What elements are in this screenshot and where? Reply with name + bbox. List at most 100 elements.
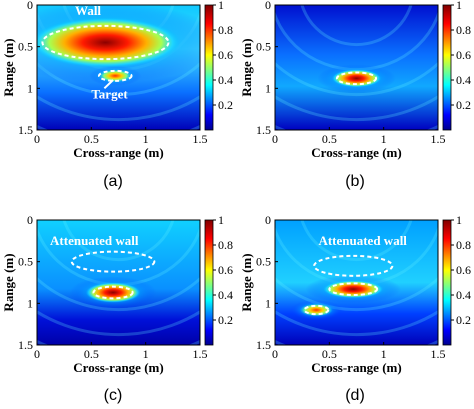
panel-caption: (d) xyxy=(345,387,365,404)
fringe-arc xyxy=(37,95,200,122)
fringe-arc xyxy=(37,276,200,312)
panel-caption: (c) xyxy=(104,387,123,404)
x-tick-label: 1.5 xyxy=(193,347,208,361)
y-tick-label: 0.5 xyxy=(256,40,271,54)
x-tick-label: 0 xyxy=(34,132,40,146)
colorbar xyxy=(204,4,214,131)
colorbar-tick-label: 0.2 xyxy=(218,98,233,112)
colorbar-tick-label: 0.2 xyxy=(218,313,233,327)
dashed-ellipse xyxy=(335,71,378,86)
y-tick-label: 0.5 xyxy=(256,255,271,269)
colorbar-tick-label: 0.6 xyxy=(456,263,471,277)
heatmap xyxy=(275,220,438,345)
fringe-arc xyxy=(275,61,438,97)
x-axis-label: Cross-range (m) xyxy=(73,145,163,160)
dashed-ellipse xyxy=(303,304,330,316)
dashed-ellipse xyxy=(328,282,379,296)
heatmap xyxy=(37,220,200,345)
fringe-arc xyxy=(62,220,175,262)
x-axis-label: Cross-range (m) xyxy=(73,360,163,375)
heatmap xyxy=(37,5,200,130)
y-axis-label: Range (m) xyxy=(239,38,254,96)
fringe-arc xyxy=(275,95,438,122)
x-tick-label: 0.5 xyxy=(84,132,99,146)
y-tick-label: 0.5 xyxy=(18,255,33,269)
y-axis-label: Range (m) xyxy=(1,38,16,96)
colorbar-tick-label: 1 xyxy=(218,0,224,12)
colorbar xyxy=(442,219,452,346)
colorbar-tick-label: 0.4 xyxy=(456,73,471,87)
annotation-label: Attenuated wall xyxy=(318,233,407,248)
x-axis-label: Cross-range (m) xyxy=(311,360,401,375)
x-axis-label: Cross-range (m) xyxy=(311,145,401,160)
colorbar-tick-label: 0.4 xyxy=(218,73,233,87)
x-tick-label: 1 xyxy=(143,347,149,361)
colorbar-tick-label: 0.4 xyxy=(456,288,471,302)
colorbar-tick-label: 0.6 xyxy=(218,48,233,62)
colorbar-tick-label: 0.2 xyxy=(456,313,471,327)
intensity-blob xyxy=(323,280,384,298)
x-tick-label: 0 xyxy=(34,347,40,361)
y-tick-label: 1 xyxy=(265,296,271,310)
y-tick-label: 1.5 xyxy=(18,123,33,137)
plot-frame xyxy=(36,4,201,131)
arrow-icon xyxy=(103,79,114,90)
dashed-ellipse xyxy=(70,250,156,273)
y-tick-label: 1 xyxy=(27,296,33,310)
colorbar-tick-label: 0.8 xyxy=(456,23,471,37)
y-tick-label: 0 xyxy=(27,213,33,227)
colorbar-tick-label: 0.8 xyxy=(218,23,233,37)
y-tick-label: 1 xyxy=(27,81,33,95)
fringe-arc xyxy=(300,220,413,262)
x-tick-label: 1 xyxy=(381,347,387,361)
x-tick-label: 0.5 xyxy=(84,347,99,361)
x-tick-label: 0 xyxy=(272,132,278,146)
colorbar-tick-label: 0.2 xyxy=(456,98,471,112)
y-tick-label: 1.5 xyxy=(256,338,271,352)
x-tick-label: 1.5 xyxy=(431,347,446,361)
x-tick-label: 1.5 xyxy=(431,132,446,146)
dashed-ellipse xyxy=(92,285,134,300)
fringe-arc xyxy=(37,61,200,97)
colorbar-tick-label: 0.6 xyxy=(456,48,471,62)
y-tick-label: 0 xyxy=(265,0,271,12)
dashed-ellipse xyxy=(97,69,133,82)
x-tick-label: 0.5 xyxy=(322,347,337,361)
intensity-blob xyxy=(98,69,132,83)
colorbar-tick-label: 0.4 xyxy=(218,288,233,302)
x-tick-label: 1 xyxy=(143,132,149,146)
plot-frame xyxy=(36,219,201,346)
y-tick-label: 0.5 xyxy=(18,40,33,54)
fringe-arc xyxy=(275,310,438,337)
x-tick-label: 1 xyxy=(381,132,387,146)
fringe-arc xyxy=(37,310,200,337)
annotation-label: Wall xyxy=(75,3,101,18)
y-axis-label: Range (m) xyxy=(1,253,16,311)
y-tick-label: 1.5 xyxy=(18,338,33,352)
plot-frame xyxy=(274,4,439,131)
colorbar-tick-label: 1 xyxy=(456,213,462,227)
fringe-arc xyxy=(300,5,413,47)
annotation-label: Attenuated wall xyxy=(50,233,139,248)
colorbar-tick-label: 0.8 xyxy=(456,238,471,252)
y-tick-label: 0 xyxy=(265,213,271,227)
annotation-label: Target xyxy=(91,86,128,101)
colorbar-tick-label: 1 xyxy=(456,0,462,12)
dashed-ellipse xyxy=(41,24,170,61)
y-axis-label: Range (m) xyxy=(239,253,254,311)
plot-frame xyxy=(274,219,439,346)
panel-caption: (b) xyxy=(345,173,365,190)
fringe-arc xyxy=(275,276,438,312)
colorbar-tick-label: 1 xyxy=(218,213,224,227)
y-tick-label: 0 xyxy=(27,0,33,12)
dashed-ellipse xyxy=(313,254,394,277)
heatmap xyxy=(275,5,438,130)
x-tick-label: 0.5 xyxy=(322,132,337,146)
x-tick-label: 1.5 xyxy=(193,132,208,146)
